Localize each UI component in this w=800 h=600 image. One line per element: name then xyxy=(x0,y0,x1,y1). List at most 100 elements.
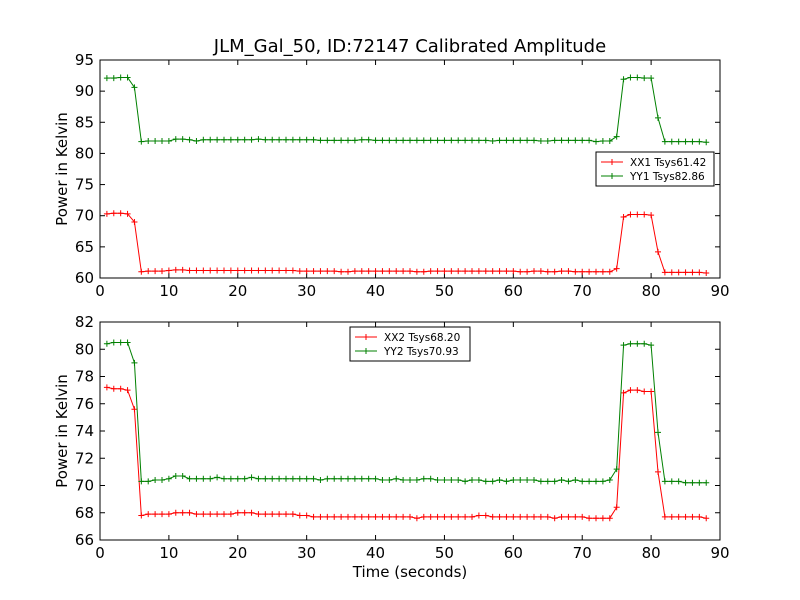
data-point xyxy=(606,268,613,275)
data-point xyxy=(186,475,193,482)
data-point xyxy=(110,210,117,217)
y-tick-label: 76 xyxy=(75,395,94,413)
x-tick-label: 10 xyxy=(159,544,178,562)
data-point xyxy=(641,211,648,218)
data-point xyxy=(165,475,172,482)
data-point xyxy=(159,137,165,144)
data-point xyxy=(193,137,200,144)
x-tick-label: 60 xyxy=(504,544,523,562)
data-point xyxy=(613,466,620,473)
data-point xyxy=(103,75,110,82)
data-point xyxy=(551,478,558,485)
data-point xyxy=(627,74,634,81)
data-point xyxy=(537,137,544,144)
data-point xyxy=(310,475,317,482)
data-point xyxy=(482,137,489,144)
data-point xyxy=(165,267,172,274)
data-point xyxy=(200,511,207,518)
data-point xyxy=(379,268,386,275)
legend-marker xyxy=(363,348,369,354)
data-point xyxy=(117,385,124,392)
data-point xyxy=(599,478,606,485)
data-point xyxy=(193,267,200,274)
series-line-xx1 xyxy=(106,212,707,274)
data-point xyxy=(675,138,682,145)
data-point xyxy=(324,475,331,482)
data-point xyxy=(482,268,489,275)
data-point xyxy=(655,468,661,475)
data-point xyxy=(365,136,372,143)
data-point xyxy=(221,136,227,143)
data-point xyxy=(689,269,696,276)
data-point xyxy=(248,474,255,481)
data-point xyxy=(145,511,152,518)
data-point xyxy=(434,513,441,520)
legend-box xyxy=(349,326,471,362)
data-point xyxy=(524,477,531,484)
data-point xyxy=(469,513,475,520)
data-point xyxy=(303,136,310,143)
data-point xyxy=(613,133,620,140)
data-point xyxy=(221,511,227,518)
data-point xyxy=(331,513,338,520)
data-point xyxy=(586,268,593,275)
data-point xyxy=(537,513,544,520)
data-point xyxy=(152,268,159,275)
data-point xyxy=(400,268,407,275)
data-point xyxy=(227,136,234,143)
data-point xyxy=(351,268,358,275)
data-point xyxy=(489,513,496,520)
data-point xyxy=(689,479,696,486)
data-point xyxy=(572,513,579,520)
data-point xyxy=(186,509,193,516)
y-tick-label: 70 xyxy=(75,477,94,495)
data-point xyxy=(227,475,234,482)
x-tick-label: 70 xyxy=(573,282,592,300)
data-point xyxy=(455,513,462,520)
data-point xyxy=(413,268,420,275)
data-point xyxy=(469,137,475,144)
data-point xyxy=(413,477,420,484)
data-point xyxy=(558,268,565,275)
data-point xyxy=(310,136,317,143)
data-point xyxy=(531,137,537,144)
legend-box xyxy=(595,151,715,187)
data-point xyxy=(682,513,689,520)
y-tick-label: 80 xyxy=(75,144,94,162)
data-point xyxy=(379,137,386,144)
data-point xyxy=(289,475,296,482)
data-point xyxy=(655,429,661,436)
data-point xyxy=(489,137,496,144)
data-point xyxy=(689,138,696,145)
data-point xyxy=(400,137,407,144)
data-point xyxy=(331,268,338,275)
data-point xyxy=(675,478,682,485)
data-point xyxy=(172,472,179,479)
data-point xyxy=(207,475,214,482)
data-point xyxy=(386,268,393,275)
data-point xyxy=(641,75,648,82)
data-point xyxy=(627,387,634,394)
data-point xyxy=(283,136,289,143)
data-point xyxy=(207,136,214,143)
x-tick-label: 40 xyxy=(366,544,385,562)
data-point xyxy=(338,475,345,482)
data-point xyxy=(317,513,324,520)
x-tick-label: 50 xyxy=(435,282,454,300)
legend-marker xyxy=(363,334,369,340)
x-tick-label: 80 xyxy=(642,282,661,300)
legend-marker xyxy=(609,159,615,165)
data-point xyxy=(345,475,351,482)
y-tick-label: 66 xyxy=(75,531,94,549)
data-point xyxy=(241,267,248,274)
data-point xyxy=(510,513,517,520)
data-point xyxy=(517,513,524,520)
data-point xyxy=(675,269,682,276)
data-point xyxy=(565,268,572,275)
data-point xyxy=(420,513,427,520)
data-point xyxy=(427,513,434,520)
data-point xyxy=(303,268,310,275)
data-point xyxy=(434,137,441,144)
data-point xyxy=(510,477,517,484)
data-point xyxy=(172,266,179,273)
